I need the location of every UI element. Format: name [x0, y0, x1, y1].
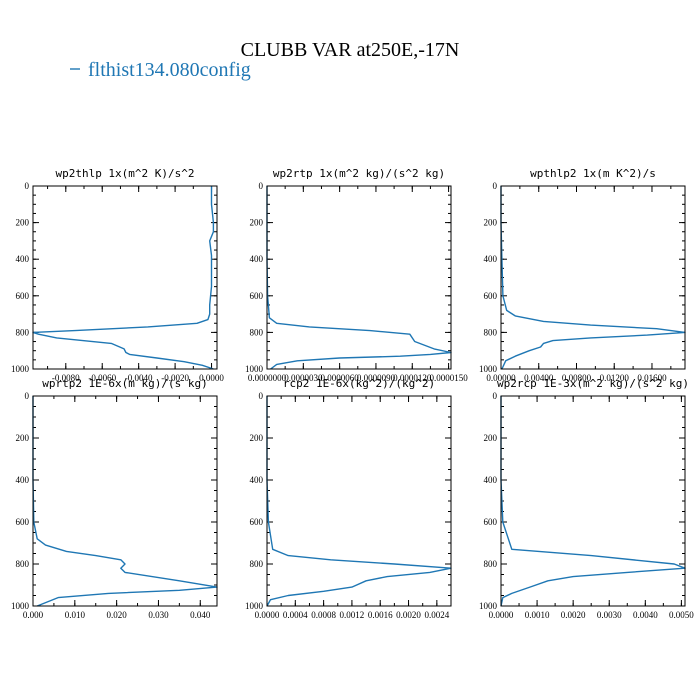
x-tick-label: 0.0000060	[321, 373, 360, 383]
y-tick-label: 200	[484, 433, 498, 443]
y-tick-label: 0	[259, 181, 264, 191]
y-tick-label: 1000	[245, 364, 264, 374]
x-tick-label: -0.0080	[52, 373, 80, 383]
subplot-2: wp2rtp 1x(m^2 kg)/(s^2 kg) 0 200 400 600 800 1…	[245, 167, 468, 383]
subplot-3: wpthlp2 1x(m K^2)/s020040060080010000.00…	[479, 167, 686, 383]
legend-label: flthist134.080config	[88, 59, 251, 81]
x-tick-label: 0.0050	[669, 610, 694, 620]
x-tick-label: 0.00800	[562, 373, 592, 383]
y-tick-label: 600	[16, 291, 30, 301]
x-tick-label: 0.00000	[486, 373, 516, 383]
y-tick-label: 0	[25, 391, 30, 401]
y-tick-label: 800	[484, 327, 498, 337]
y-tick-label: 400	[16, 475, 30, 485]
x-tick-label: 0.0020	[561, 610, 586, 620]
plot-frame	[266, 395, 452, 607]
y-tick-label: 400	[16, 254, 30, 264]
y-tick-label: 200	[16, 433, 30, 443]
x-tick-label: 0.020	[107, 610, 128, 620]
subplot-title: wp2rtp 1x(m^2 kg)/(s^2 kg)	[273, 167, 445, 180]
figure-title: CLUBB VAR at250E,-17N	[241, 39, 460, 61]
subplot-title: wp2thlp 1x(m^2 K)/s^2	[55, 167, 194, 180]
x-tick-label: 0.0030	[597, 610, 622, 620]
x-tick-label: 0.01600	[637, 373, 667, 383]
subplot-6: wp2rcp 1E-3x(m^2 kg)/(s^2 kg)0 200 400 600 8…	[479, 377, 694, 620]
y-tick-label: 200	[484, 218, 498, 228]
series-line	[266, 186, 452, 370]
x-tick-label: 0.030	[148, 610, 169, 620]
x-tick-label: 0.010	[65, 610, 86, 620]
x-tick-label: 0.0010	[525, 610, 550, 620]
x-tick-label: 0.0024	[424, 610, 449, 620]
subplot-5: rcp2 1E-6x(kg^2)/(kg^2) 0 200 400 600 800 1000…	[245, 377, 452, 620]
subplot-title: wprtp2 1E-6x(m kg)/(s kg)	[42, 377, 208, 390]
y-tick-label: 600	[250, 291, 264, 301]
y-tick-label: 0	[259, 391, 264, 401]
y-tick-label: 800	[484, 559, 498, 569]
y-tick-label: 600	[484, 517, 498, 527]
y-tick-label: 600	[16, 517, 30, 527]
y-tick-label: 200	[16, 218, 30, 228]
y-tick-label: 600	[484, 291, 498, 301]
x-tick-label: 0.0000030	[284, 373, 323, 383]
y-tick-label: 800	[16, 559, 30, 569]
x-tick-label: 0.00400	[524, 373, 554, 383]
x-tick-label: -0.0060	[88, 373, 116, 383]
x-tick-label: 0.0000	[199, 373, 224, 383]
y-tick-label: 400	[484, 475, 498, 485]
x-tick-label: 0.0040	[633, 610, 658, 620]
y-tick-label: 1000	[479, 364, 498, 374]
y-tick-label: 600	[250, 517, 264, 527]
x-tick-label: 0.0000000	[248, 373, 287, 383]
y-tick-label: 0	[493, 391, 498, 401]
series-line	[266, 396, 452, 607]
subplot-title: rcp2 1E-6x(kg^2)/(kg^2)	[283, 377, 435, 390]
subplot-4: wprtp2 1E-6x(m kg)/(s kg) 0 200 400 600 800 10…	[11, 377, 218, 620]
x-tick-label: 0.000	[23, 610, 44, 620]
x-tick-label: 0.0016	[368, 610, 393, 620]
x-tick-label: 0.0000150	[429, 373, 468, 383]
y-tick-label: 800	[250, 327, 264, 337]
y-tick-label: 400	[484, 254, 498, 264]
series-line	[500, 396, 686, 607]
x-tick-label: 0.0008	[311, 610, 336, 620]
x-tick-label: -0.0040	[125, 373, 153, 383]
x-tick-label: 0.0000090	[357, 373, 396, 383]
x-tick-label: 0.01200	[600, 373, 630, 383]
y-tick-label: 1000	[245, 601, 264, 611]
legend: flthist134.080config	[70, 59, 251, 81]
x-tick-label: 0.0000	[489, 610, 514, 620]
y-tick-label: 0	[493, 181, 498, 191]
plot-frame	[500, 185, 686, 370]
y-tick-label: 1000	[11, 601, 30, 611]
plot-frame	[32, 395, 218, 607]
subplot-grid: wp2thlp 1x(m^2 K)/s^2 0 200 400 600 800 1000 -0…	[11, 167, 694, 620]
y-tick-label: 200	[250, 218, 264, 228]
series-line	[32, 186, 215, 370]
subplot-1: wp2thlp 1x(m^2 K)/s^2 0 200 400 600 800 1000 -0…	[11, 167, 224, 383]
y-tick-label: 400	[250, 475, 264, 485]
x-tick-label: 0.040	[190, 610, 211, 620]
plot-frame	[500, 395, 686, 607]
y-tick-label: 800	[16, 327, 30, 337]
x-tick-label: 0.0000	[255, 610, 280, 620]
x-tick-label: 0.0012	[340, 610, 365, 620]
x-tick-label: -0.0020	[161, 373, 189, 383]
x-tick-label: 0.0000120	[393, 373, 432, 383]
y-tick-label: 1000	[11, 364, 30, 374]
plot-frame	[266, 185, 452, 370]
y-tick-label: 800	[250, 559, 264, 569]
series-line	[32, 396, 218, 607]
plot-frame	[32, 185, 218, 370]
series-line	[500, 186, 686, 370]
y-tick-label: 400	[250, 254, 264, 264]
y-tick-label: 1000	[479, 601, 498, 611]
subplot-title: wpthlp2 1x(m K^2)/s	[530, 167, 656, 180]
subplot-title: wp2rcp 1E-3x(m^2 kg)/(s^2 kg)	[497, 377, 689, 390]
x-tick-label: 0.0020	[396, 610, 421, 620]
x-tick-label: 0.0004	[283, 610, 308, 620]
y-tick-label: 200	[250, 433, 264, 443]
y-tick-label: 0	[25, 181, 30, 191]
